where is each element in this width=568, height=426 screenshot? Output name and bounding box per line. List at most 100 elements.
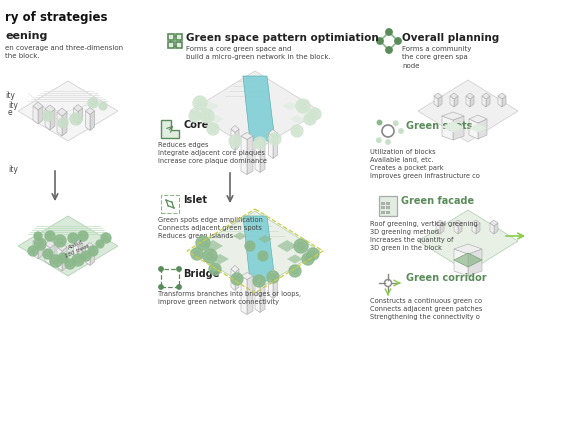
Text: Green facade: Green facade bbox=[401, 196, 474, 206]
Polygon shape bbox=[203, 240, 223, 252]
Bar bbox=[386, 211, 390, 214]
Circle shape bbox=[194, 250, 201, 257]
Circle shape bbox=[203, 112, 211, 120]
Text: Forms a community
the core green spa
node: Forms a community the core green spa nod… bbox=[402, 46, 471, 69]
Polygon shape bbox=[453, 116, 464, 140]
Polygon shape bbox=[434, 96, 438, 107]
Text: About
180 trees: About 180 trees bbox=[62, 238, 90, 259]
Polygon shape bbox=[50, 109, 55, 130]
Circle shape bbox=[47, 233, 53, 239]
Polygon shape bbox=[86, 242, 94, 250]
Circle shape bbox=[80, 233, 86, 239]
Text: Roof greening, vertical greening
3D greening method
Increases the quantity of
3D: Roof greening, vertical greening 3D gree… bbox=[370, 221, 478, 251]
Circle shape bbox=[189, 110, 201, 122]
Polygon shape bbox=[255, 138, 265, 144]
Circle shape bbox=[312, 111, 318, 117]
Circle shape bbox=[159, 285, 163, 289]
Circle shape bbox=[257, 140, 264, 146]
Polygon shape bbox=[45, 105, 55, 113]
Circle shape bbox=[302, 253, 314, 265]
Polygon shape bbox=[243, 216, 275, 281]
Polygon shape bbox=[454, 244, 482, 254]
Circle shape bbox=[45, 251, 51, 257]
Polygon shape bbox=[57, 108, 67, 116]
Polygon shape bbox=[440, 223, 444, 234]
Polygon shape bbox=[442, 112, 464, 120]
Circle shape bbox=[272, 136, 278, 142]
Polygon shape bbox=[73, 239, 82, 247]
Circle shape bbox=[177, 285, 181, 289]
Circle shape bbox=[103, 235, 108, 241]
Circle shape bbox=[101, 104, 105, 108]
Polygon shape bbox=[269, 133, 273, 158]
Circle shape bbox=[309, 108, 321, 120]
Circle shape bbox=[299, 102, 307, 110]
Circle shape bbox=[60, 255, 66, 261]
Polygon shape bbox=[466, 96, 470, 107]
Bar bbox=[168, 42, 174, 48]
Polygon shape bbox=[269, 130, 278, 136]
Polygon shape bbox=[476, 223, 480, 234]
Text: Constructs a continuous green co
Connects adjacent green patches
Strengthening t: Constructs a continuous green co Connect… bbox=[370, 298, 482, 320]
Circle shape bbox=[58, 253, 68, 263]
Polygon shape bbox=[18, 216, 118, 276]
Circle shape bbox=[50, 255, 62, 267]
Circle shape bbox=[209, 263, 221, 275]
Polygon shape bbox=[86, 107, 94, 115]
Circle shape bbox=[28, 246, 38, 256]
Polygon shape bbox=[255, 277, 265, 285]
Text: Bridge: Bridge bbox=[183, 269, 219, 279]
Bar bbox=[176, 34, 182, 40]
Circle shape bbox=[36, 234, 40, 238]
Text: Green space pattern optimiation: Green space pattern optimiation bbox=[186, 33, 379, 43]
Circle shape bbox=[54, 235, 66, 247]
Circle shape bbox=[98, 242, 102, 246]
Polygon shape bbox=[436, 223, 440, 234]
Circle shape bbox=[294, 128, 300, 134]
Polygon shape bbox=[255, 141, 260, 173]
Polygon shape bbox=[454, 96, 458, 107]
Bar bbox=[381, 207, 385, 210]
Bar bbox=[381, 211, 385, 214]
Polygon shape bbox=[235, 269, 239, 291]
Circle shape bbox=[68, 233, 78, 243]
Polygon shape bbox=[38, 106, 43, 124]
Polygon shape bbox=[498, 93, 506, 99]
Circle shape bbox=[88, 246, 98, 256]
Polygon shape bbox=[269, 273, 273, 299]
Polygon shape bbox=[73, 108, 78, 124]
Circle shape bbox=[90, 100, 96, 106]
Circle shape bbox=[65, 259, 75, 269]
Circle shape bbox=[193, 96, 207, 110]
Polygon shape bbox=[50, 244, 55, 265]
Circle shape bbox=[199, 239, 207, 247]
Circle shape bbox=[101, 233, 111, 243]
Polygon shape bbox=[45, 240, 55, 248]
Polygon shape bbox=[472, 220, 480, 226]
Polygon shape bbox=[235, 129, 239, 150]
Circle shape bbox=[307, 248, 319, 260]
Circle shape bbox=[43, 249, 53, 259]
Polygon shape bbox=[260, 141, 265, 173]
Bar bbox=[381, 202, 385, 205]
Circle shape bbox=[90, 248, 96, 254]
Circle shape bbox=[253, 275, 265, 287]
Polygon shape bbox=[18, 81, 118, 141]
Polygon shape bbox=[454, 253, 482, 267]
Text: Forms a core green space and
build a micro-green network in the block.: Forms a core green space and build a mic… bbox=[186, 46, 331, 60]
Polygon shape bbox=[454, 220, 462, 226]
Polygon shape bbox=[247, 136, 253, 175]
Text: ity: ity bbox=[8, 101, 18, 110]
Polygon shape bbox=[190, 211, 320, 291]
Circle shape bbox=[296, 99, 310, 113]
Polygon shape bbox=[470, 96, 474, 107]
Polygon shape bbox=[33, 102, 43, 110]
Polygon shape bbox=[33, 106, 38, 124]
Circle shape bbox=[254, 137, 266, 149]
Text: Green spots: Green spots bbox=[406, 121, 473, 131]
Circle shape bbox=[297, 242, 305, 250]
Circle shape bbox=[200, 109, 214, 123]
Circle shape bbox=[294, 239, 308, 253]
Polygon shape bbox=[494, 223, 498, 234]
Polygon shape bbox=[442, 116, 453, 140]
